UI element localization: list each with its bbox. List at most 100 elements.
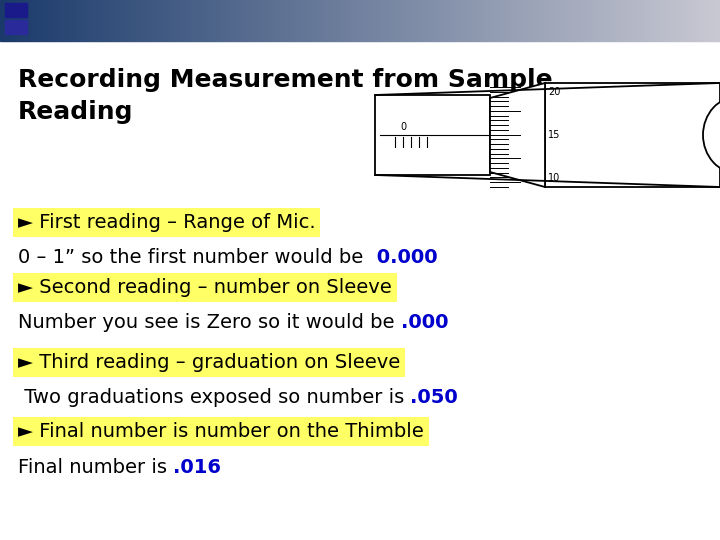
Bar bbox=[43, 0, 45, 40]
Bar bbox=[434, 0, 437, 40]
Text: .000: .000 bbox=[401, 313, 449, 332]
Bar bbox=[432, 0, 434, 40]
Text: Recording Measurement from Sample: Recording Measurement from Sample bbox=[18, 68, 553, 92]
Bar bbox=[619, 0, 621, 40]
Bar bbox=[139, 0, 142, 40]
Bar bbox=[657, 0, 660, 40]
Bar bbox=[670, 0, 672, 40]
Bar bbox=[369, 0, 372, 40]
Bar bbox=[168, 0, 171, 40]
Bar bbox=[701, 0, 703, 40]
Bar bbox=[202, 0, 204, 40]
Bar bbox=[233, 0, 235, 40]
Bar bbox=[593, 0, 595, 40]
Bar bbox=[492, 0, 495, 40]
Bar bbox=[641, 0, 643, 40]
Bar bbox=[495, 0, 497, 40]
Bar bbox=[634, 0, 636, 40]
Bar bbox=[31, 0, 34, 40]
Bar bbox=[194, 0, 197, 40]
Bar bbox=[209, 0, 211, 40]
Bar bbox=[221, 0, 223, 40]
Polygon shape bbox=[490, 83, 545, 187]
Bar bbox=[218, 0, 221, 40]
Text: Final number is: Final number is bbox=[18, 458, 174, 477]
Bar bbox=[538, 0, 540, 40]
Bar bbox=[509, 0, 511, 40]
Bar bbox=[286, 0, 288, 40]
Bar bbox=[67, 0, 70, 40]
Text: .016: .016 bbox=[174, 458, 221, 477]
Bar bbox=[281, 0, 283, 40]
Bar bbox=[497, 0, 499, 40]
Bar bbox=[423, 0, 425, 40]
Bar bbox=[686, 0, 689, 40]
Bar bbox=[470, 0, 473, 40]
Bar bbox=[413, 0, 415, 40]
Bar bbox=[693, 0, 696, 40]
Bar bbox=[698, 0, 701, 40]
Bar bbox=[300, 0, 302, 40]
Bar bbox=[629, 0, 631, 40]
Bar bbox=[451, 0, 454, 40]
Bar bbox=[0, 0, 2, 40]
Bar bbox=[326, 0, 329, 40]
Bar bbox=[5, 20, 27, 34]
Bar bbox=[475, 0, 477, 40]
Bar bbox=[511, 0, 513, 40]
Bar bbox=[662, 0, 665, 40]
Bar bbox=[223, 0, 225, 40]
Bar bbox=[595, 0, 598, 40]
Text: ► Second reading – number on Sleeve: ► Second reading – number on Sleeve bbox=[18, 278, 392, 297]
Bar bbox=[137, 0, 139, 40]
Bar bbox=[135, 0, 137, 40]
Bar bbox=[389, 0, 391, 40]
Bar bbox=[677, 0, 679, 40]
Bar bbox=[711, 0, 713, 40]
Bar bbox=[583, 0, 585, 40]
Bar bbox=[588, 0, 590, 40]
Bar bbox=[576, 0, 578, 40]
Bar bbox=[545, 0, 547, 40]
Bar bbox=[225, 0, 228, 40]
Bar bbox=[459, 0, 461, 40]
Bar bbox=[521, 0, 523, 40]
Bar bbox=[477, 0, 480, 40]
Bar bbox=[506, 0, 509, 40]
Text: 10: 10 bbox=[548, 173, 560, 183]
Bar bbox=[2, 0, 5, 40]
Bar bbox=[319, 0, 322, 40]
Bar bbox=[274, 0, 276, 40]
Bar bbox=[439, 0, 441, 40]
Bar bbox=[70, 0, 72, 40]
Bar bbox=[45, 0, 48, 40]
Bar bbox=[89, 0, 91, 40]
Bar bbox=[182, 0, 185, 40]
Text: ► Third reading – graduation on Sleeve: ► Third reading – graduation on Sleeve bbox=[18, 353, 400, 372]
Bar bbox=[605, 0, 607, 40]
Bar bbox=[130, 0, 132, 40]
Bar bbox=[189, 0, 192, 40]
Bar bbox=[115, 0, 117, 40]
Text: Reading: Reading bbox=[18, 100, 133, 124]
Text: .050: .050 bbox=[410, 388, 458, 407]
Bar bbox=[117, 0, 120, 40]
Bar bbox=[149, 0, 151, 40]
Bar bbox=[48, 0, 50, 40]
Bar bbox=[86, 0, 89, 40]
Bar bbox=[293, 0, 295, 40]
Bar bbox=[72, 0, 74, 40]
Bar bbox=[473, 0, 475, 40]
Bar bbox=[331, 0, 333, 40]
Bar bbox=[578, 0, 581, 40]
Bar bbox=[22, 0, 24, 40]
Bar bbox=[485, 0, 487, 40]
Bar bbox=[254, 0, 257, 40]
Bar bbox=[187, 0, 189, 40]
Bar bbox=[650, 0, 653, 40]
Bar bbox=[290, 0, 293, 40]
Bar bbox=[365, 0, 367, 40]
Bar bbox=[110, 0, 113, 40]
Bar bbox=[377, 0, 379, 40]
Bar bbox=[655, 0, 657, 40]
